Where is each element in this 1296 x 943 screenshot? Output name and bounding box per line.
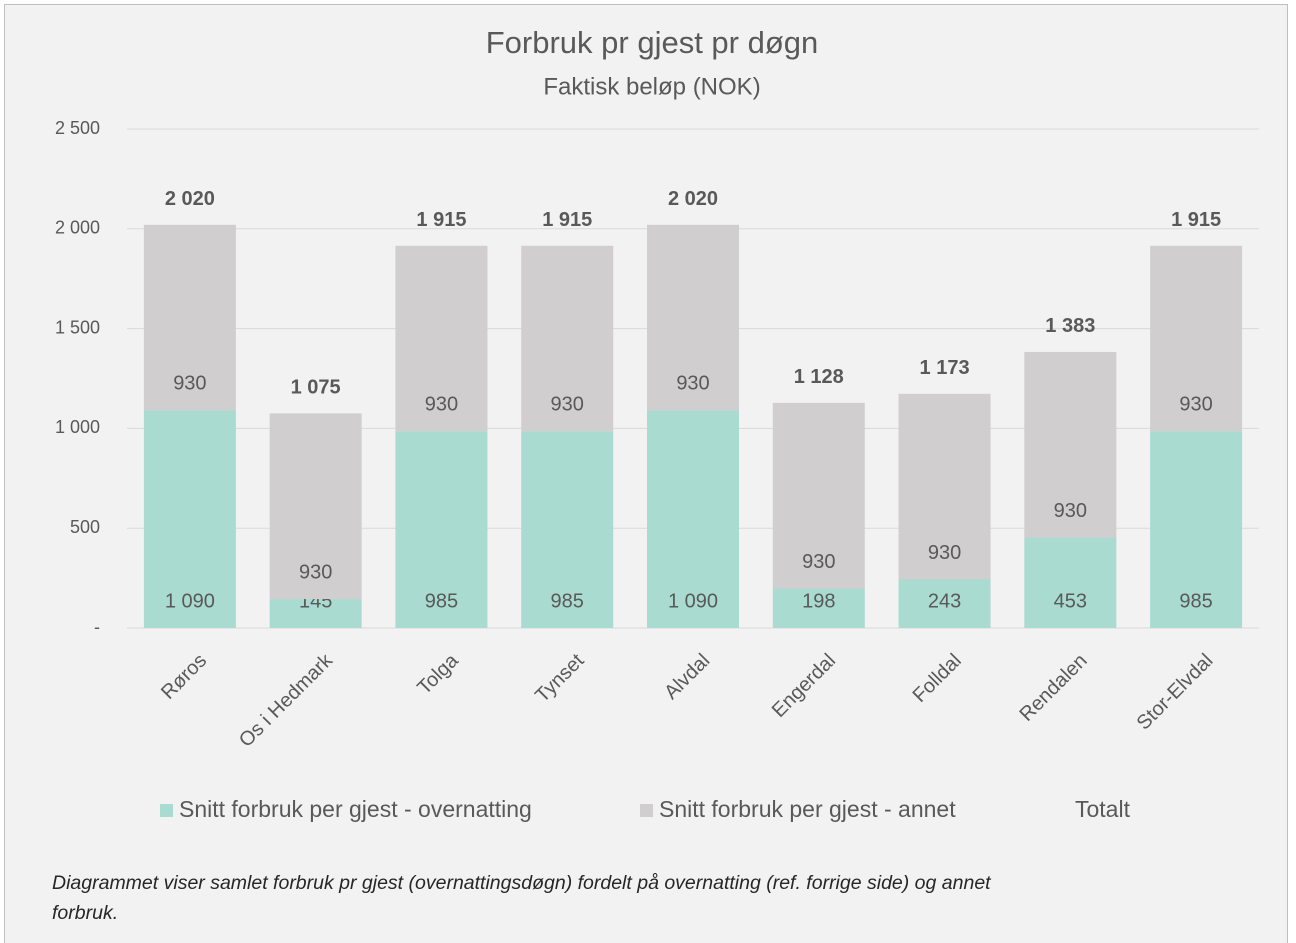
x-tick-label: Tynset xyxy=(531,649,589,707)
x-tick-label: Folldal xyxy=(909,650,966,707)
data-label: 1 090 xyxy=(668,590,718,612)
data-label: 985 xyxy=(1179,590,1212,612)
total-label: 1 915 xyxy=(542,209,592,231)
total-label: 1 173 xyxy=(920,357,970,379)
bar-segment xyxy=(647,410,739,628)
footnote: Diagrammet viser samlet forbruk pr gjest… xyxy=(52,872,991,924)
x-tick-label: Engerdal xyxy=(768,650,840,722)
x-tick-label: Alvdal xyxy=(660,650,714,704)
chart-subtitle: Faktisk beløp (NOK) xyxy=(543,73,760,100)
legend-marker xyxy=(160,804,173,817)
data-label: 930 xyxy=(425,394,458,416)
bar-segment xyxy=(1150,431,1243,628)
bar-segment xyxy=(395,245,488,432)
y-tick-label: - xyxy=(94,617,100,637)
x-tick-label: Røros xyxy=(157,650,211,704)
total-label: 1 075 xyxy=(291,377,341,399)
bar-segment xyxy=(1024,537,1117,628)
legend-marker xyxy=(640,804,653,817)
y-tick-label: 500 xyxy=(70,517,100,537)
bar-segment xyxy=(1024,351,1117,538)
legend-label: Snitt forbruk per gjest - overnatting xyxy=(179,796,532,822)
data-label: 930 xyxy=(299,561,332,583)
y-tick-label: 2 000 xyxy=(55,218,100,238)
total-label: 2 020 xyxy=(668,188,718,210)
total-label: 1 383 xyxy=(1045,315,1095,337)
bar-segment xyxy=(647,224,739,411)
bar-segment xyxy=(395,431,488,628)
x-tick-label: Tolga xyxy=(413,649,463,699)
bar-segment xyxy=(143,224,236,411)
data-label: 930 xyxy=(1054,500,1087,522)
bar-segment xyxy=(898,393,991,580)
data-label: 985 xyxy=(425,590,458,612)
data-label: 985 xyxy=(551,590,584,612)
x-tick-label: Rendalen xyxy=(1016,650,1092,726)
bar-segment xyxy=(772,588,865,628)
legend-label: Snitt forbruk per gjest - annet xyxy=(659,796,956,822)
bar-segment xyxy=(521,431,614,628)
data-label: 930 xyxy=(676,373,709,395)
chart-title: Forbruk pr gjest pr døgn xyxy=(486,25,819,60)
total-label: 1 915 xyxy=(1171,209,1221,231)
bar-segment xyxy=(269,599,362,628)
data-label: 930 xyxy=(1179,394,1212,416)
x-tick-label: Os i Hedmark xyxy=(235,649,338,752)
data-label: 930 xyxy=(173,373,206,395)
data-label: 198 xyxy=(802,590,835,612)
data-label: 930 xyxy=(551,394,584,416)
data-label: 1 090 xyxy=(165,590,215,612)
bar-segment xyxy=(521,245,614,432)
total-label: 1 128 xyxy=(794,366,844,388)
y-tick-label: 1 500 xyxy=(55,317,100,337)
bar-segment xyxy=(772,402,865,589)
data-label: 930 xyxy=(928,542,961,564)
bar-segment xyxy=(143,410,236,628)
legend-label: Totalt xyxy=(1075,796,1131,822)
data-label: 930 xyxy=(802,551,835,573)
x-tick-label: Stor-Elvdal xyxy=(1133,650,1218,735)
total-label: 1 915 xyxy=(416,209,466,231)
data-label: 453 xyxy=(1054,590,1087,612)
y-tick-label: 2 500 xyxy=(55,118,100,138)
bar-segment xyxy=(269,413,362,600)
bar-segment xyxy=(898,579,991,628)
total-label: 2 020 xyxy=(165,188,215,210)
y-tick-label: 1 000 xyxy=(55,417,100,437)
data-label: 243 xyxy=(928,590,961,612)
bar-segment xyxy=(1150,245,1243,432)
